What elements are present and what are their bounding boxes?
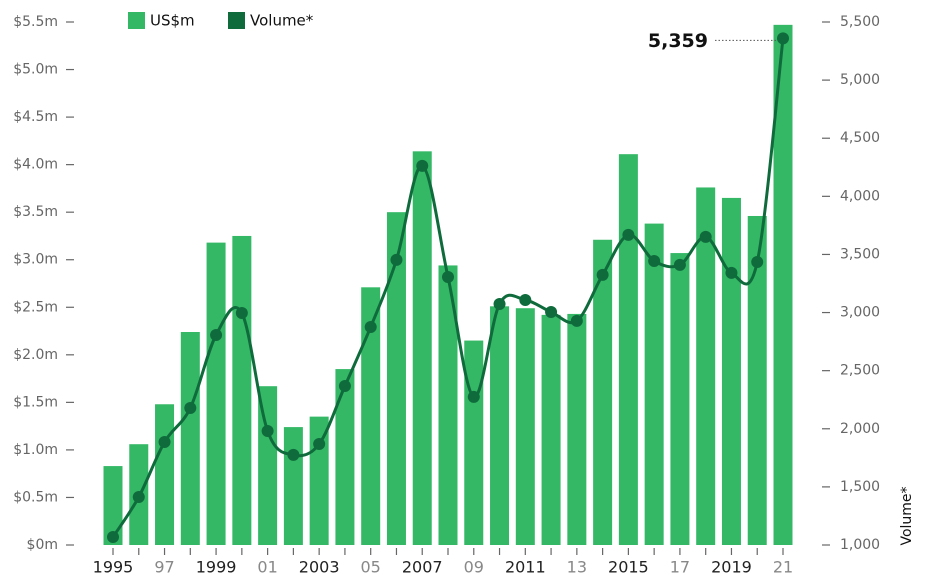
x-tick-label: 01 (257, 558, 277, 577)
bar (155, 404, 175, 545)
bar (670, 253, 690, 545)
x-tick-label: 05 (361, 558, 381, 577)
bar (567, 313, 587, 545)
x-tick-label: 13 (567, 558, 587, 577)
y-tick-label: $5.0m (13, 62, 58, 78)
y-tick-label: $2.0m (13, 347, 58, 363)
point (467, 390, 480, 403)
bar (232, 235, 252, 546)
point (777, 32, 789, 45)
x-tick-label: 2019 (711, 558, 752, 577)
point (751, 255, 764, 268)
point (107, 530, 119, 543)
point (158, 436, 171, 449)
point (364, 320, 377, 333)
bar (618, 154, 638, 545)
y-tick-label: $0m (27, 537, 58, 553)
point (287, 448, 300, 461)
point (210, 328, 223, 341)
bar (283, 427, 303, 545)
point (261, 424, 274, 437)
legend-label: Volume* (250, 12, 314, 30)
point (699, 230, 712, 243)
bar (412, 151, 432, 545)
bar (206, 242, 226, 546)
bar (335, 369, 355, 545)
y2-tick-label: 1,500 (840, 479, 880, 495)
bar (515, 308, 535, 545)
point (570, 314, 583, 327)
y2-axis-label: Volume* (899, 486, 915, 545)
point (442, 270, 454, 283)
bar (490, 306, 510, 545)
y-tick-label: $4.5m (13, 109, 58, 125)
point (596, 268, 609, 281)
point (132, 491, 145, 504)
point (673, 258, 686, 271)
y-tick-label: $1.5m (13, 394, 58, 410)
bar (721, 197, 741, 545)
y-tick-label: $5.5m (13, 14, 58, 30)
y-tick-label: $1.0m (13, 442, 58, 458)
value-label: 5,359 (648, 30, 708, 52)
point (648, 254, 661, 267)
x-tick-label: 17 (670, 558, 690, 577)
bar (361, 287, 381, 545)
point (622, 228, 635, 241)
point (493, 297, 506, 310)
bar (103, 466, 123, 545)
bar (644, 223, 664, 546)
y2-tick-label: 5,000 (840, 72, 880, 88)
point (545, 305, 558, 318)
x-tick-label: 97 (154, 558, 174, 577)
y2-tick-label: 3,000 (840, 305, 880, 321)
y-tick-label: $3.0m (13, 252, 58, 268)
y2-tick-label: 2,500 (840, 363, 880, 379)
point (184, 401, 197, 414)
x-tick-label: 2007 (402, 558, 443, 577)
y2-tick-label: 5,500 (840, 14, 880, 30)
point (235, 307, 248, 320)
y2-tick-label: 4,000 (840, 188, 880, 204)
bar (696, 187, 716, 545)
bar (541, 314, 561, 545)
y2-tick-label: 2,000 (840, 421, 880, 437)
bar (438, 265, 458, 545)
bar (386, 212, 406, 545)
bar (773, 24, 793, 546)
legend-swatch (228, 12, 245, 29)
y2-tick-label: 4,500 (840, 130, 880, 146)
bar (464, 340, 484, 545)
x-tick-label: 09 (464, 558, 484, 577)
x-tick-label: 2011 (505, 558, 546, 577)
bar (747, 215, 767, 545)
bar (309, 416, 329, 545)
x-tick-label: 1995 (93, 558, 134, 577)
y2-tick-label: 1,000 (840, 537, 880, 553)
legend-label: US$m (150, 12, 195, 30)
point (338, 380, 351, 393)
legend-swatch (128, 12, 145, 29)
point (725, 266, 738, 279)
bar (180, 331, 200, 545)
x-tick-label: 2003 (299, 558, 340, 577)
bar (593, 239, 613, 545)
y-tick-label: $3.5m (13, 204, 58, 220)
x-tick-label: 1999 (196, 558, 237, 577)
y-tick-label: $0.5m (13, 489, 58, 505)
point (519, 294, 532, 307)
bar (258, 386, 278, 545)
y-tick-label: $4.0m (13, 157, 58, 173)
y-tick-label: $2.5m (13, 299, 58, 315)
x-tick-label: 2015 (608, 558, 649, 577)
point (390, 253, 403, 266)
y2-tick-label: 3,500 (840, 246, 880, 262)
point (416, 159, 429, 172)
point (313, 438, 326, 451)
x-tick-label: 21 (773, 558, 793, 577)
